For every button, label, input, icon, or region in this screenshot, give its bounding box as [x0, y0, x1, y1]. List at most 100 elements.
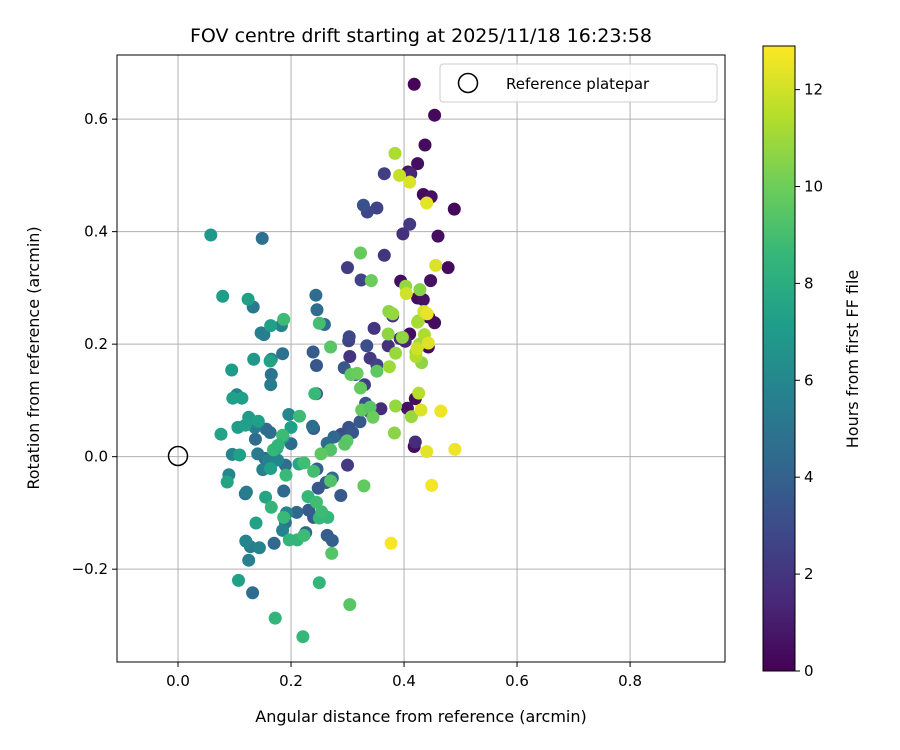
data-point [404, 410, 418, 424]
data-point [257, 328, 271, 342]
data-point [428, 108, 442, 122]
data-point [216, 289, 230, 303]
data-point [366, 410, 380, 424]
data-point [420, 307, 434, 321]
data-point [268, 611, 282, 625]
data-point [310, 495, 323, 509]
x-tick-label: 0.6 [505, 672, 529, 690]
data-point [277, 510, 291, 524]
colorbar-tick-label: 2 [804, 565, 814, 583]
data-point [264, 368, 278, 381]
data-point [293, 409, 306, 423]
data-point [434, 404, 448, 418]
data-point [255, 231, 269, 245]
data-point [407, 77, 421, 91]
data-point [263, 354, 277, 368]
data-point [315, 505, 329, 519]
reference-platepar-marker [167, 445, 189, 467]
data-point [388, 146, 402, 160]
data-point [239, 485, 253, 499]
data-point [354, 381, 367, 395]
data-point [308, 387, 322, 401]
colorbar-tick-label: 0 [804, 662, 814, 680]
x-tick-label: 0.2 [279, 672, 303, 690]
data-point [350, 366, 364, 380]
x-axis-label: Angular distance from reference (arcmin) [255, 707, 586, 726]
data-point [324, 474, 338, 488]
data-point [356, 198, 370, 212]
data-point [309, 288, 323, 302]
data-point [306, 345, 320, 359]
data-point [367, 321, 381, 335]
legend-label: Reference platepar [506, 75, 650, 93]
data-point [431, 229, 445, 243]
data-point [307, 464, 321, 478]
y-axis-label: Rotation from reference (arcmin) [24, 226, 43, 489]
colorbar-label: Hours from first FF file [843, 270, 862, 449]
data-point [354, 273, 368, 287]
data-point [396, 227, 410, 241]
legend-box [439, 63, 718, 103]
data-point [246, 586, 260, 600]
data-point [220, 475, 234, 489]
colorbar [762, 45, 796, 672]
data-point [204, 228, 218, 242]
colorbar-tick-label: 8 [804, 274, 814, 292]
data-point [420, 445, 434, 459]
data-point [314, 447, 328, 461]
y-tick-label: −0.2 [72, 560, 108, 578]
data-point [381, 327, 395, 341]
data-point [410, 342, 424, 356]
data-point [251, 414, 265, 428]
data-point [310, 303, 324, 317]
data-point [239, 534, 253, 548]
data-point [226, 391, 240, 405]
data-point [242, 553, 256, 567]
data-point [412, 386, 426, 400]
y-tick-label: 0.4 [84, 223, 108, 241]
data-point [403, 175, 417, 189]
x-axis-ticks: 0.0 0.2 0.4 0.6 0.8 [166, 662, 642, 690]
data-point [421, 336, 435, 350]
data-point [393, 168, 406, 182]
data-point [312, 576, 326, 590]
chart-title: FOV centre drift starting at 2025/11/18 … [190, 25, 652, 47]
data-point [297, 456, 311, 470]
data-point [386, 307, 400, 321]
data-point [377, 248, 391, 262]
x-tick-label: 0.4 [392, 672, 416, 690]
data-point [306, 419, 319, 433]
data-point [284, 420, 298, 434]
data-point [264, 319, 278, 333]
data-point [370, 364, 384, 378]
data-point [252, 541, 266, 555]
data-point [334, 489, 348, 502]
data-point [447, 202, 461, 216]
data-point [259, 422, 273, 436]
data-point [363, 400, 377, 414]
data-point [276, 428, 290, 442]
data-point [387, 426, 401, 440]
y-axis-ticks: −0.2 0.0 0.2 0.4 0.6 [72, 110, 117, 578]
data-point [264, 462, 278, 475]
colorbar-tick-label: 4 [804, 468, 814, 486]
data-point [277, 312, 291, 326]
data-point [324, 340, 338, 354]
colorbar-tick-label: 12 [804, 81, 823, 99]
colorbar-tick-label: 10 [804, 178, 823, 196]
data-point [277, 484, 291, 498]
data-point [441, 261, 455, 275]
data-point [382, 360, 396, 374]
data-point [428, 316, 442, 330]
legend-marker [457, 72, 479, 94]
data-point [429, 258, 443, 272]
data-point [374, 402, 388, 416]
data-point [411, 315, 425, 329]
data-point [343, 350, 357, 363]
data-point [214, 427, 228, 441]
data-point [297, 528, 311, 542]
data-point [424, 274, 438, 288]
data-point [271, 438, 285, 452]
data-point [343, 598, 357, 612]
data-point [312, 316, 326, 330]
